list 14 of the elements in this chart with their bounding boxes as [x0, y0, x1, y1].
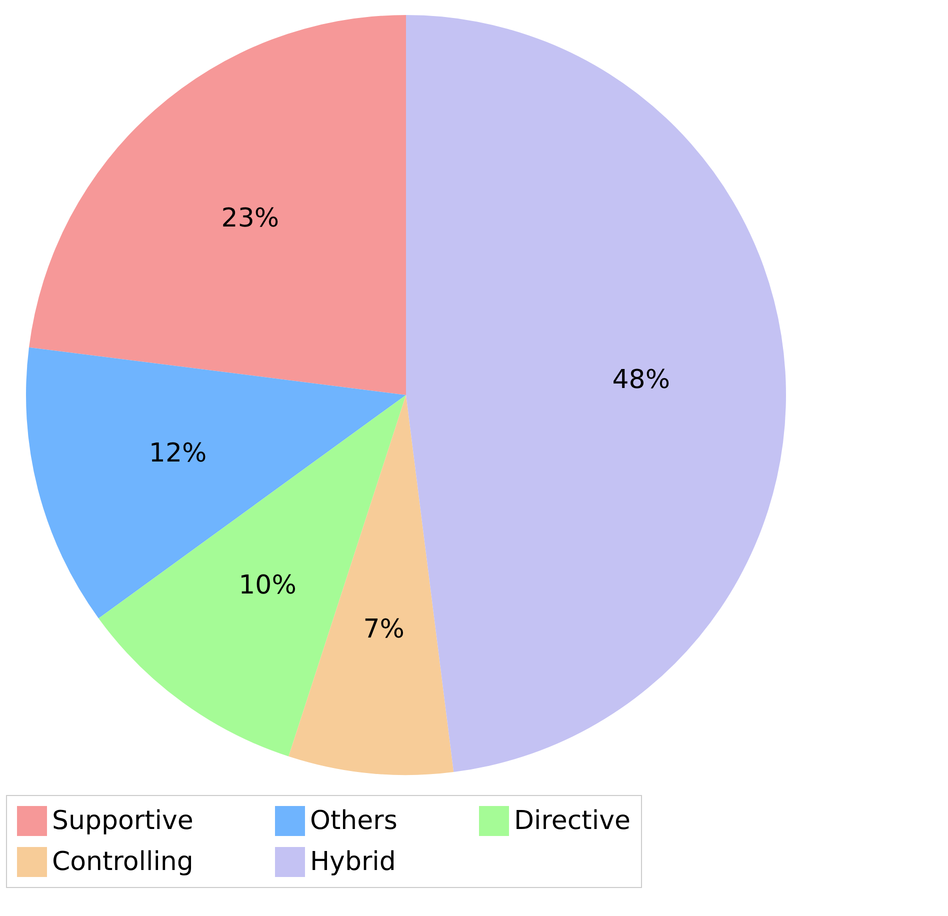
- data-label: 23%: [221, 203, 280, 234]
- legend-label: Directive: [514, 806, 630, 836]
- pie-slice: [28, 15, 406, 395]
- legend-label: Supportive: [52, 806, 194, 836]
- data-label: 48%: [612, 365, 670, 396]
- legend-label: Controlling: [52, 847, 194, 877]
- data-label: 12%: [148, 438, 207, 469]
- data-label: 10%: [238, 570, 296, 601]
- pie-slice: [98, 395, 406, 756]
- pie-slice: [406, 15, 786, 772]
- data-label: 7%: [363, 614, 404, 645]
- pie-slice: [26, 347, 406, 618]
- legend-label: Hybrid: [310, 847, 396, 877]
- legend-label: Others: [310, 806, 398, 836]
